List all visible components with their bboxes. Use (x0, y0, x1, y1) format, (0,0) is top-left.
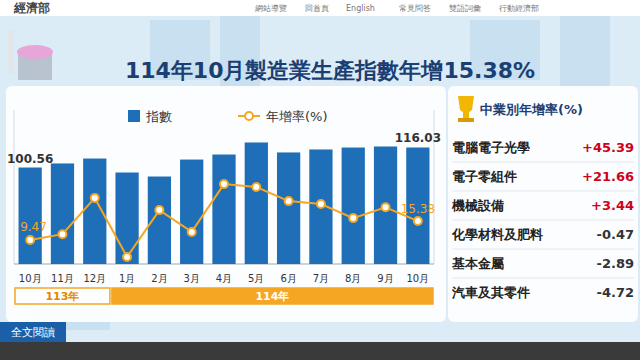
bar (51, 163, 74, 264)
footer-bar (0, 342, 640, 360)
row-label: 電子零組件 (452, 169, 517, 184)
x-tick-label: 12月 (83, 273, 106, 284)
nav-item[interactable]: 常見問答 (399, 4, 431, 13)
row-value: -2.89 (597, 256, 634, 271)
row-label: 基本金屬 (451, 256, 504, 271)
legend-swatch (128, 110, 140, 122)
row-divider (452, 220, 634, 221)
marker (91, 194, 99, 202)
x-tick-label: 6月 (280, 273, 296, 284)
marker (26, 236, 34, 244)
trophy-cup (458, 96, 474, 113)
x-tick-label: 9月 (377, 273, 393, 284)
marker (123, 253, 131, 261)
marker (220, 180, 228, 188)
bar (212, 155, 235, 264)
bar (115, 173, 138, 264)
marker (252, 183, 260, 191)
row-value: +45.39 (582, 140, 634, 155)
year-label: 113年 (45, 290, 79, 303)
year-band (112, 288, 433, 304)
trophy-stem (463, 112, 469, 118)
bar (374, 146, 397, 264)
nav-item[interactable]: 網站導覽 (254, 4, 287, 13)
table-panel (448, 86, 638, 322)
background (0, 0, 640, 360)
x-tick-label: 10月 (406, 273, 429, 284)
nav-item[interactable]: 回首頁 (305, 4, 329, 13)
x-tick-label: 5月 (248, 273, 264, 284)
nav-item[interactable]: 雙語詞彙 (449, 4, 481, 13)
marker (414, 217, 422, 225)
x-tick-label: 8月 (345, 273, 361, 284)
legend-swatch (245, 112, 253, 120)
bar (245, 142, 268, 264)
row-label: 機械設備 (451, 198, 504, 213)
data-label: 116.03 (395, 131, 441, 145)
page: 經濟部 網站導覽 回首頁 English 常見問答 雙語詞彙 行動經濟部 114年10月製造業… (0, 0, 640, 360)
data-label: 100.56 (7, 152, 53, 166)
nav-item[interactable]: English (346, 4, 375, 13)
marker (349, 214, 357, 222)
read-button-label[interactable]: 全文閱讀 (11, 326, 55, 339)
row-divider (452, 191, 634, 192)
x-tick-label: 7月 (313, 273, 329, 284)
nav-item[interactable]: 行動經濟部 (499, 4, 539, 13)
x-tick-label: 10月 (19, 273, 42, 284)
row-label: 汽車及其零件 (451, 285, 530, 300)
row-value: -4.72 (597, 285, 634, 300)
x-tick-label: 1月 (119, 273, 135, 284)
chart-title: 114年10月製造業生產指數年增15.38% (125, 58, 535, 83)
marker (58, 230, 66, 238)
row-value: +21.66 (582, 169, 634, 184)
x-tick-label: 4月 (216, 273, 232, 284)
bar (19, 168, 42, 264)
y-axis-line (14, 110, 15, 264)
x-tick-label: 3月 (184, 273, 200, 284)
org-name: 經濟部 (13, 1, 50, 15)
bar (277, 152, 300, 264)
marker (285, 197, 293, 205)
legend: 指數 年增率(%) (128, 109, 328, 124)
legend-label: 指數 (145, 109, 172, 124)
row-divider (452, 162, 634, 163)
marker (317, 200, 325, 208)
line (30, 184, 418, 257)
plot-area (19, 142, 430, 264)
trophy-icon (458, 96, 474, 122)
row-value: +3.44 (591, 198, 634, 213)
row-divider (452, 278, 634, 279)
data-labels: 100.56 116.03 9.47 15.38 (7, 131, 441, 234)
row-label: 化學材料及肥料 (451, 227, 543, 242)
illustration (8, 30, 53, 80)
data-label: 15.38 (401, 202, 435, 216)
table-title: 中業別年增率(%) (480, 102, 583, 117)
row-label: 電腦電子光學 (452, 140, 530, 155)
x-tick-label: 11月 (51, 273, 74, 284)
trophy-base (458, 118, 474, 122)
marker (188, 228, 196, 236)
year-band (15, 288, 110, 304)
bar (342, 148, 365, 264)
legend-label: 年增率(%) (266, 109, 328, 124)
figure (8, 30, 14, 74)
row-divider (452, 249, 634, 250)
chart-panel (6, 86, 446, 322)
year-label: 114年 (255, 290, 289, 303)
header-bar (0, 0, 640, 16)
data-label: 9.47 (20, 220, 47, 234)
building (560, 10, 610, 90)
read-button[interactable] (0, 322, 66, 342)
bar (180, 160, 203, 264)
row-value: -0.47 (597, 227, 634, 242)
x-tick-label: 2月 (151, 273, 167, 284)
wafer (17, 45, 53, 59)
marker (155, 206, 163, 214)
marker (382, 203, 390, 211)
